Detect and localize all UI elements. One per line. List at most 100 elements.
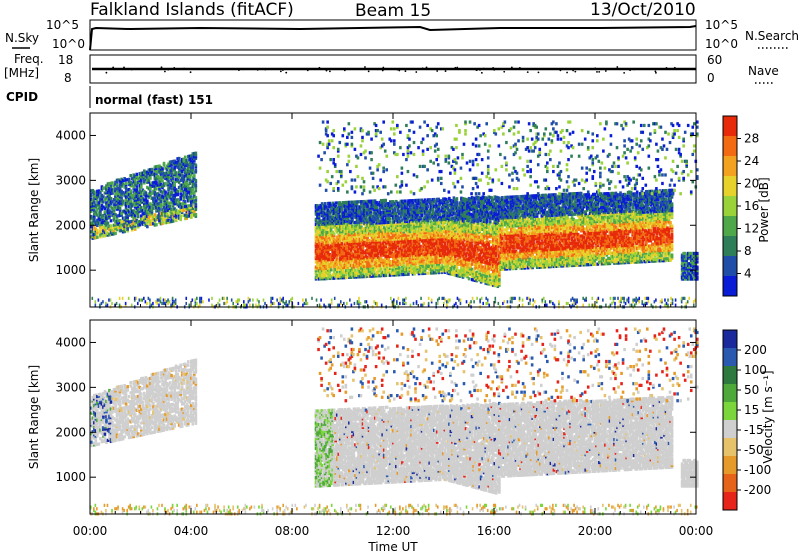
nave-dot [173,66,176,69]
heatmap-cell [405,252,409,256]
heatmap-cell [174,177,178,182]
heatmap-cell [381,250,384,254]
heatmap-cell [391,246,395,250]
heatmap-cell [182,213,186,218]
heatmap-cell [391,223,395,228]
heatmap-cell [135,191,139,195]
heatmap-cell [332,251,336,255]
heatmap-cell [364,249,368,253]
heatmap-cell [382,219,386,223]
heatmap-cell [349,263,353,267]
heatmap-cell [94,210,98,214]
heatmap-cell [108,204,111,208]
heatmap-cell [393,259,397,263]
heatmap-cell [331,215,334,219]
heatmap-cell [343,219,347,223]
heatmap-cell [139,178,143,182]
heatmap-cell [402,257,406,261]
heatmap-cell [164,217,167,221]
heatmap-cell [337,209,341,214]
heatmap-cell [355,244,359,248]
heatmap-cell [410,226,413,230]
heatmap-cell [123,216,126,220]
heatmap-cell [438,231,442,235]
nave-dot [456,66,459,69]
heatmap-cell [322,205,325,209]
heatmap-cell [364,259,368,263]
heatmap-cell [364,257,368,262]
heatmap-cell [346,233,350,237]
heatmap-cell [117,202,120,206]
heatmap-cell [322,273,325,277]
heatmap-cell [90,221,93,225]
heatmap-cell [417,224,421,228]
heatmap-cell [337,228,341,232]
heatmap-cell [117,219,120,223]
heatmap-cell [153,168,157,173]
heatmap-cell [393,206,397,211]
heatmap-cell [349,265,353,269]
heatmap-cell [93,212,96,216]
heatmap-cell [351,268,354,273]
heatmap-cell [322,254,325,259]
heatmap-cell [320,261,324,266]
heatmap-cell [173,173,176,177]
heatmap-cell [382,238,386,242]
heatmap-cell [366,262,369,267]
heatmap-cell [369,264,372,268]
heatmap-cell [106,209,110,213]
heatmap-cell [326,244,330,248]
heatmap-cell [434,204,438,208]
heatmap-cell [429,208,433,212]
heatmap-cell [332,244,336,248]
heatmap-cell [326,242,330,247]
heatmap-cell [164,207,167,211]
heatmap-cell [147,209,151,213]
heatmap-cell [420,258,424,262]
heatmap-cell [375,257,378,261]
heatmap-cell [396,225,400,229]
heatmap-cell [348,241,351,245]
heatmap-cell [413,250,416,254]
heatmap-cell [366,206,369,210]
heatmap-cell [174,215,178,219]
heatmap-cell [435,248,439,253]
heatmap-cell [402,260,406,265]
heatmap-cell [153,187,157,191]
heatmap-cell [127,210,131,214]
heatmap-cell [369,232,372,236]
heatmap-cell [375,204,378,208]
heatmap-cell [410,270,413,274]
heatmap-cell [165,171,169,175]
heatmap-cell [431,250,434,255]
heatmap-cell [351,270,354,274]
heatmap-cell [188,178,192,182]
heatmap-cell [401,272,404,277]
heatmap-cell [171,173,175,177]
heatmap-cell [141,219,145,223]
heatmap-cell [182,190,186,194]
heatmap-cell [345,224,348,228]
heatmap-cell [99,197,102,201]
heatmap-cell [135,189,139,193]
heatmap-cell [414,198,418,203]
heatmap-cell [334,238,338,243]
heatmap-cell [343,270,347,275]
heatmap-cell [360,212,363,216]
heatmap-cell [438,245,442,249]
heatmap-cell [323,232,327,236]
heatmap-cell [109,191,113,196]
heatmap-cell [179,187,182,191]
heatmap-cell [337,225,341,229]
heatmap-cell [408,200,412,205]
heatmap-cell [115,224,119,228]
heatmap-cell [105,230,108,234]
heatmap-cell [434,218,438,222]
heatmap-cell [352,212,356,216]
heatmap-cell [437,271,441,275]
heatmap-cell [395,266,398,270]
heatmap-cell [435,255,439,259]
heatmap-cell [431,261,434,265]
heatmap-cell [414,203,418,208]
